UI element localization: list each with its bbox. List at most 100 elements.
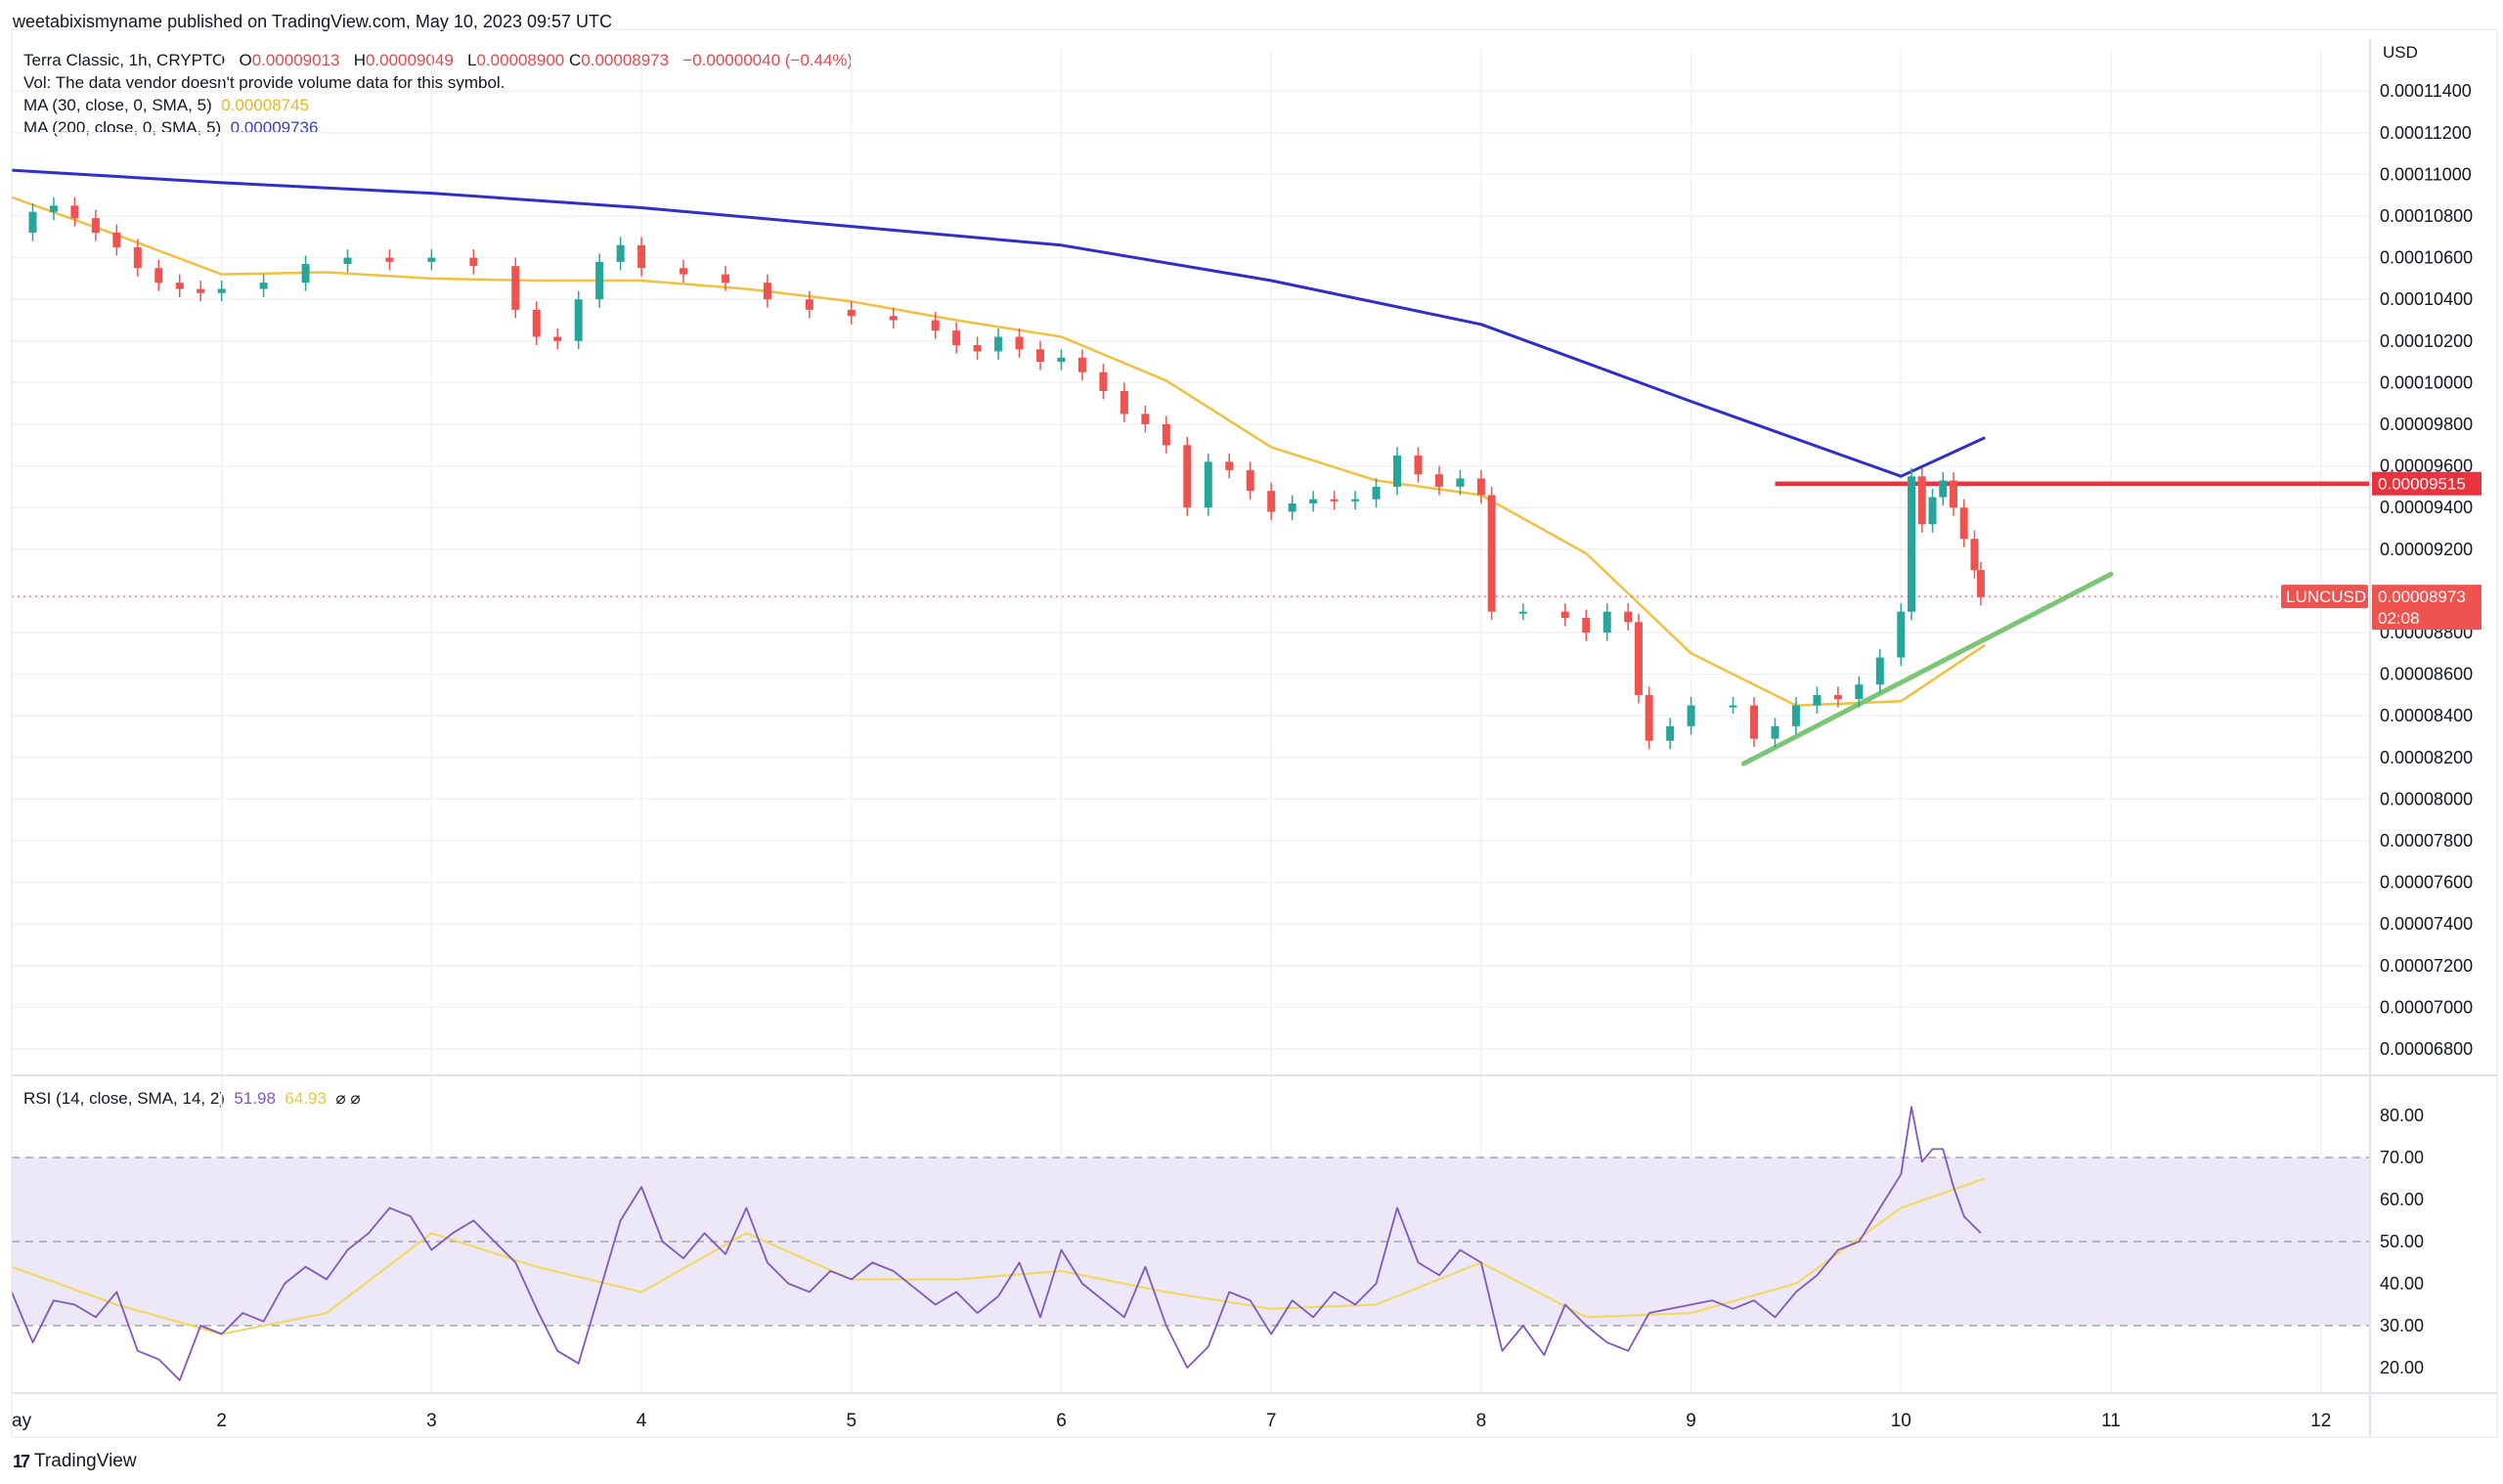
open-value: 0.00009013 <box>251 51 340 69</box>
candle-body <box>1204 461 1212 508</box>
price-tick-label: 0.00007000 <box>2380 997 2473 1017</box>
price-tick-label: 0.00007600 <box>2380 873 2473 893</box>
rsi-tick-label: 40.00 <box>2380 1274 2424 1293</box>
candle-body <box>154 268 163 284</box>
price-tick-label: 0.00010600 <box>2380 248 2473 268</box>
candle-body <box>1560 611 1569 619</box>
x-tick-label: 4 <box>637 1411 647 1431</box>
candle-body <box>847 309 856 317</box>
x-tick-label: 5 <box>847 1411 857 1431</box>
change-value: −0.00000040 (−0.44%) <box>682 51 854 69</box>
price-tick-label: 0.00008200 <box>2380 748 2473 767</box>
ma200-line <box>11 168 1986 478</box>
candle-body <box>1141 414 1150 424</box>
symbol-label: Terra Classic, 1h, CRYPTO <box>23 51 226 69</box>
candle-body <box>1582 618 1591 633</box>
candle-body <box>1634 622 1643 695</box>
candle-body <box>343 257 352 264</box>
price-tick-label: 0.00008600 <box>2380 665 2473 684</box>
rsi-value: 51.98 <box>234 1089 276 1108</box>
price-tick-label: 0.00011400 <box>2380 81 2472 101</box>
candle-body <box>1183 445 1192 508</box>
candle-body <box>427 257 436 262</box>
rsi-line <box>11 1106 1982 1381</box>
last-price-text: 0.00008973 <box>2378 588 2466 606</box>
countdown-text: 02:08 <box>2378 609 2420 628</box>
open-label: O <box>239 51 252 69</box>
candle-body <box>574 299 583 341</box>
price-tick-label: 0.00010400 <box>2380 289 2473 309</box>
x-tick-label: 8 <box>1476 1411 1487 1431</box>
candle-body <box>112 233 121 247</box>
candle-body <box>1875 657 1884 685</box>
x-tick-label: ay <box>12 1411 32 1431</box>
rsi-tick-label: 30.00 <box>2380 1316 2424 1335</box>
symbol-tag <box>2281 585 2368 609</box>
candle-body <box>1908 476 1916 612</box>
candle-body <box>1645 694 1653 741</box>
candle-body <box>259 283 268 289</box>
rsi-ma-line <box>11 1177 1986 1335</box>
rsi-tick-label: 60.00 <box>2380 1190 2424 1209</box>
candle-body <box>889 316 898 321</box>
candle-body <box>28 211 37 234</box>
x-tick-label: 10 <box>1891 1411 1911 1431</box>
ma30-value: 0.00008745 <box>221 96 310 114</box>
price-tick-label: 0.00011200 <box>2380 123 2472 143</box>
candle-body <box>1393 455 1402 487</box>
candle-body <box>1791 705 1800 726</box>
price-tick-label: 0.00010800 <box>2380 206 2473 226</box>
candle-body <box>1099 371 1108 391</box>
candle-body <box>931 320 940 331</box>
price-tick-label: 0.00008400 <box>2380 706 2473 725</box>
price-tick-label: 0.00009800 <box>2380 415 2473 434</box>
candle-body <box>1833 694 1842 700</box>
candle-body <box>1518 611 1527 614</box>
price-tick-label: 0.00006800 <box>2380 1039 2473 1059</box>
chart-frame <box>11 28 2498 1438</box>
candle-body <box>217 288 226 293</box>
series-lines <box>11 168 2370 1381</box>
candle-body <box>1949 480 1957 508</box>
candle-body <box>1077 357 1086 372</box>
candle-body <box>1288 502 1296 512</box>
candle-body <box>197 288 205 293</box>
rsi-visibility-icons[interactable]: ⌀ ⌀ <box>335 1089 361 1108</box>
candle-body <box>721 274 729 284</box>
rsi-label: RSI (14, close, SMA, 14, 2) <box>23 1089 225 1108</box>
candle-body <box>1897 611 1906 658</box>
candle-body <box>1976 570 1985 597</box>
candle-body <box>1603 611 1611 633</box>
candle-body <box>1855 684 1864 700</box>
candle-body <box>1330 499 1339 502</box>
rsi-legend: RSI (14, close, SMA, 14, 2) 51.98 64.93 … <box>23 1089 361 1109</box>
candle-body <box>1456 478 1465 487</box>
x-tick-label: 7 <box>1266 1411 1277 1431</box>
candle-body <box>1120 390 1128 415</box>
candle-body <box>511 266 520 310</box>
x-tick-label: 6 <box>1056 1411 1067 1431</box>
candle-body <box>952 330 961 346</box>
candle-body <box>175 283 184 289</box>
symbol-tag-text: LUNCUSD <box>2286 588 2366 606</box>
rsi-tick-label: 20.00 <box>2380 1358 2424 1377</box>
rsi-tick-label: 70.00 <box>2380 1148 2424 1167</box>
price-tick-label: 0.00008000 <box>2380 789 2473 808</box>
candle-body <box>637 244 646 269</box>
resistance-price-tag <box>2372 471 2481 496</box>
candle-body <box>1309 499 1318 503</box>
x-tick-label: 3 <box>426 1411 437 1431</box>
candle-body <box>1267 491 1276 512</box>
rsi-ma-value: 64.93 <box>285 1089 327 1108</box>
legend-ohlc-row: Terra Classic, 1h, CRYPTO O0.00009013 H 0… <box>23 49 853 71</box>
price-tick-label: 0.00007200 <box>2380 956 2473 976</box>
low-label: L <box>466 51 477 69</box>
price-tick-label: 0.00007400 <box>2380 914 2473 934</box>
ma30-label: MA (30, close, 0, SMA, 5) <box>23 96 212 114</box>
price-tick-label: 0.00010000 <box>2380 372 2473 392</box>
candle-body <box>680 268 688 275</box>
tradingview-logo-icon: 17 <box>13 1451 30 1471</box>
candle-body <box>1624 611 1633 623</box>
tradingview-logo[interactable]: 17 TradingView <box>13 1451 137 1472</box>
